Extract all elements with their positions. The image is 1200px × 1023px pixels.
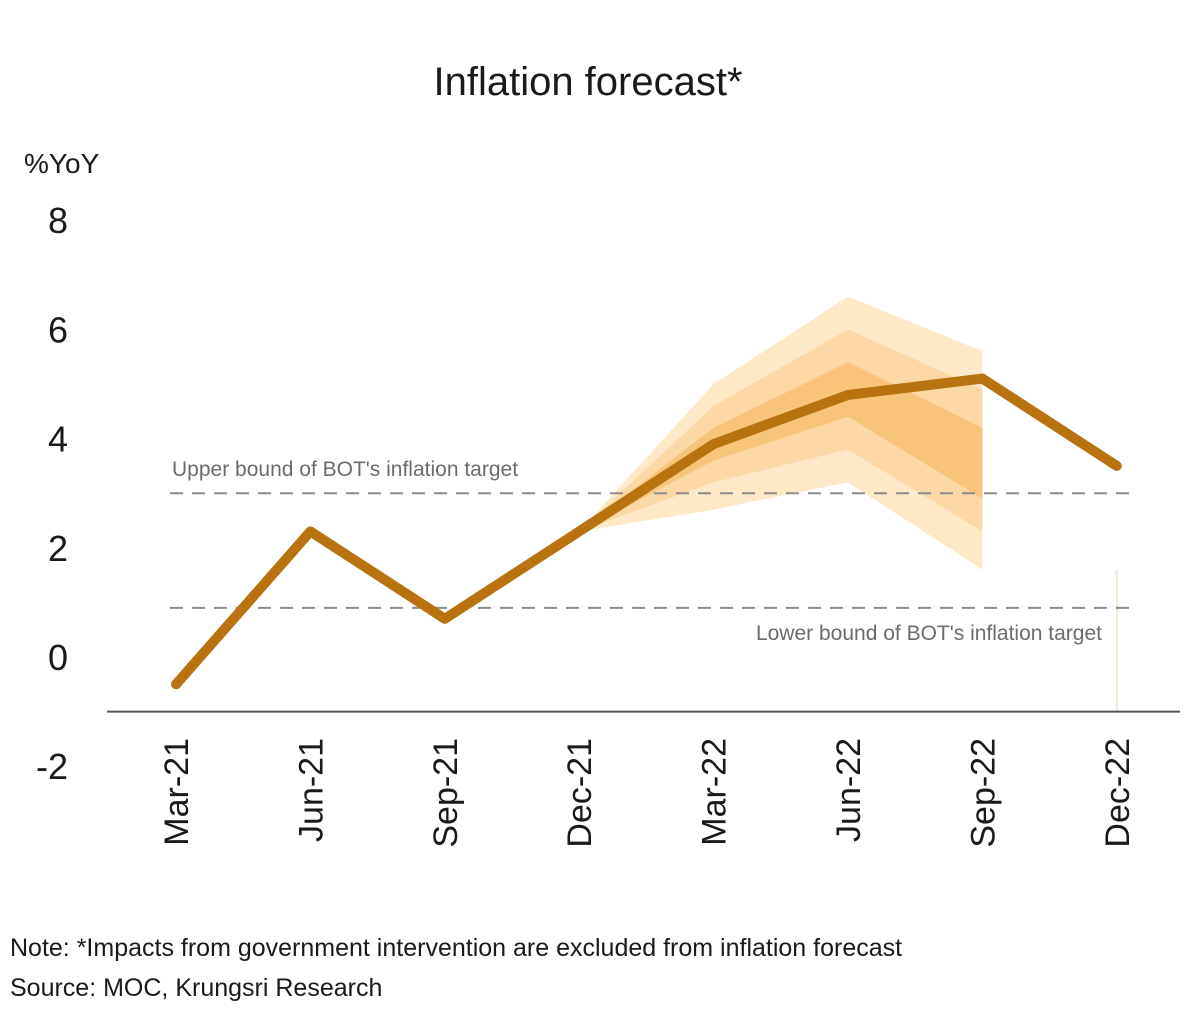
y-tick-label: -2	[36, 746, 68, 787]
x-tick-label: Sep-22	[964, 738, 1002, 848]
x-tick-label: Mar-22	[696, 738, 734, 846]
note-text: Note: *Impacts from government intervent…	[10, 934, 903, 962]
source-text: Source: MOC, Krungsri Research	[10, 974, 383, 1002]
data-point	[978, 374, 987, 383]
lower-bound-label: Lower bound of BOT's inflation target	[756, 622, 1102, 645]
inflation-line	[171, 373, 1122, 690]
chart-title: Inflation forecast*	[433, 60, 742, 104]
y-tick-label: 2	[48, 528, 68, 569]
y-tick-label: 4	[48, 419, 68, 460]
data-point	[709, 440, 718, 449]
y-tick-label: 6	[48, 309, 68, 350]
x-tick-label: Sep-21	[427, 738, 465, 848]
footnotes: Note: *Impacts from government intervent…	[10, 928, 902, 1008]
data-point	[1112, 461, 1121, 470]
y-tick-label: 8	[48, 200, 68, 241]
x-tick-label: Jun-22	[830, 738, 868, 842]
data-point	[575, 527, 584, 536]
x-tick-label: Jun-21	[292, 738, 330, 842]
data-point	[844, 390, 852, 399]
forecast-fan-band	[579, 362, 983, 532]
x-tick-label: Dec-21	[561, 738, 599, 848]
upper-bound-label: Upper bound of BOT's inflation target	[172, 458, 518, 481]
inflation-chart: Inflation forecast* %YoY -2 0 2 4 6 8 Upper boun…	[24, 60, 1180, 848]
data-point	[172, 680, 180, 689]
y-tick-label: 0	[48, 637, 68, 678]
data-point	[306, 527, 315, 536]
x-tick-label: Dec-22	[1099, 738, 1137, 848]
x-tick-label: Mar-21	[158, 738, 196, 846]
y-axis-unit-label: %YoY	[24, 148, 100, 179]
data-point	[440, 614, 449, 623]
